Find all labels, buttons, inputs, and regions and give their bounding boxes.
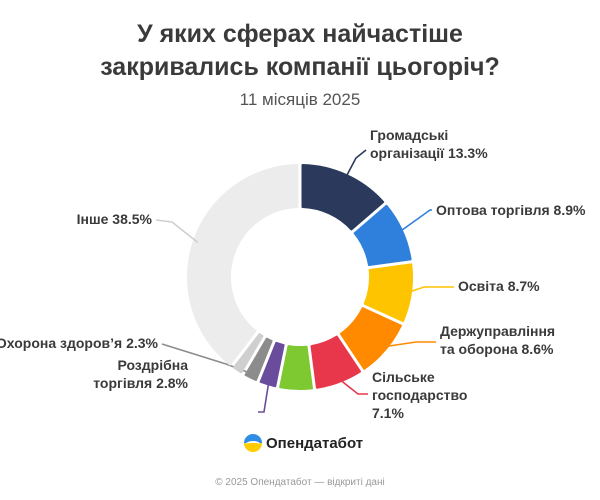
donut-slice-2 bbox=[363, 263, 413, 323]
slice-label-6: Роздрібна торгівля 2.8% bbox=[93, 357, 188, 391]
footer-copyright: © 2025 Опендатабот — відкриті дані bbox=[215, 477, 385, 488]
donut-slice-5 bbox=[279, 345, 313, 390]
slice-label-3: Держуправління та оборона 8.6% bbox=[440, 323, 555, 357]
slice-label-line: Освіта 8.7% bbox=[458, 278, 540, 294]
leader-line-7 bbox=[161, 343, 253, 375]
slice-label-line: 7.1% bbox=[372, 405, 404, 421]
donut-slice-8 bbox=[232, 333, 264, 374]
chart-title: У яких сферах найчастіше закривались ком… bbox=[0, 18, 600, 84]
brand-name: Опендатабот bbox=[266, 434, 364, 452]
donut-slice-6 bbox=[259, 341, 285, 388]
slice-label-line: Держуправління bbox=[440, 323, 555, 339]
donut-slice-3 bbox=[339, 307, 402, 370]
slice-label-1: Оптова торгівля 8.9% bbox=[436, 202, 586, 218]
slice-label-4: Сільське господарство 7.1% bbox=[372, 369, 467, 421]
leader-line-2 bbox=[406, 286, 454, 294]
slice-label-0: Громадські організації 13.3% bbox=[370, 127, 488, 161]
leader-line-1 bbox=[398, 209, 432, 234]
slice-label-line: Охорона здоров’я 2.3% bbox=[0, 335, 159, 351]
leader-line-3 bbox=[382, 341, 436, 348]
slice-label-line: та оборона 8.6% bbox=[440, 341, 554, 357]
slice-label-2: Освіта 8.7% bbox=[458, 278, 540, 294]
leader-line-6 bbox=[258, 380, 270, 413]
donut-slice-4 bbox=[310, 335, 362, 389]
slice-label-line: Громадські bbox=[370, 127, 448, 143]
brand-logo: Опендатабот bbox=[244, 434, 363, 452]
leader-line-4 bbox=[337, 377, 368, 395]
slice-label-line: організації 13.3% bbox=[370, 145, 488, 161]
slice-label-7: Охорона здоров’я 2.3% bbox=[0, 335, 159, 351]
donut-slice-7 bbox=[244, 337, 273, 381]
leader-line-0 bbox=[344, 149, 367, 180]
chart-subtitle: 11 місяців 2025 bbox=[239, 90, 361, 109]
slice-label-line: Оптова торгівля 8.9% bbox=[436, 202, 586, 218]
slice-label-line: Роздрібна bbox=[117, 357, 188, 373]
title-line-2: закривались компанії цьогоріч? bbox=[100, 53, 500, 81]
opendatabot-logo-icon bbox=[244, 434, 262, 452]
donut-slice-0 bbox=[301, 164, 385, 231]
donut-slice-1 bbox=[353, 204, 412, 267]
title-line-1: У яких сферах найчастіше bbox=[137, 20, 463, 48]
slice-label-line: Сільське bbox=[372, 369, 435, 385]
slice-label-line: торгівля 2.8% bbox=[93, 375, 188, 391]
donut-slice-9 bbox=[187, 164, 299, 366]
slice-label-line: Інше 38.5% bbox=[77, 211, 153, 227]
leader-line-9 bbox=[155, 219, 199, 244]
slice-label-line: господарство bbox=[372, 387, 467, 403]
slice-label-9: Інше 38.5% bbox=[77, 211, 153, 227]
